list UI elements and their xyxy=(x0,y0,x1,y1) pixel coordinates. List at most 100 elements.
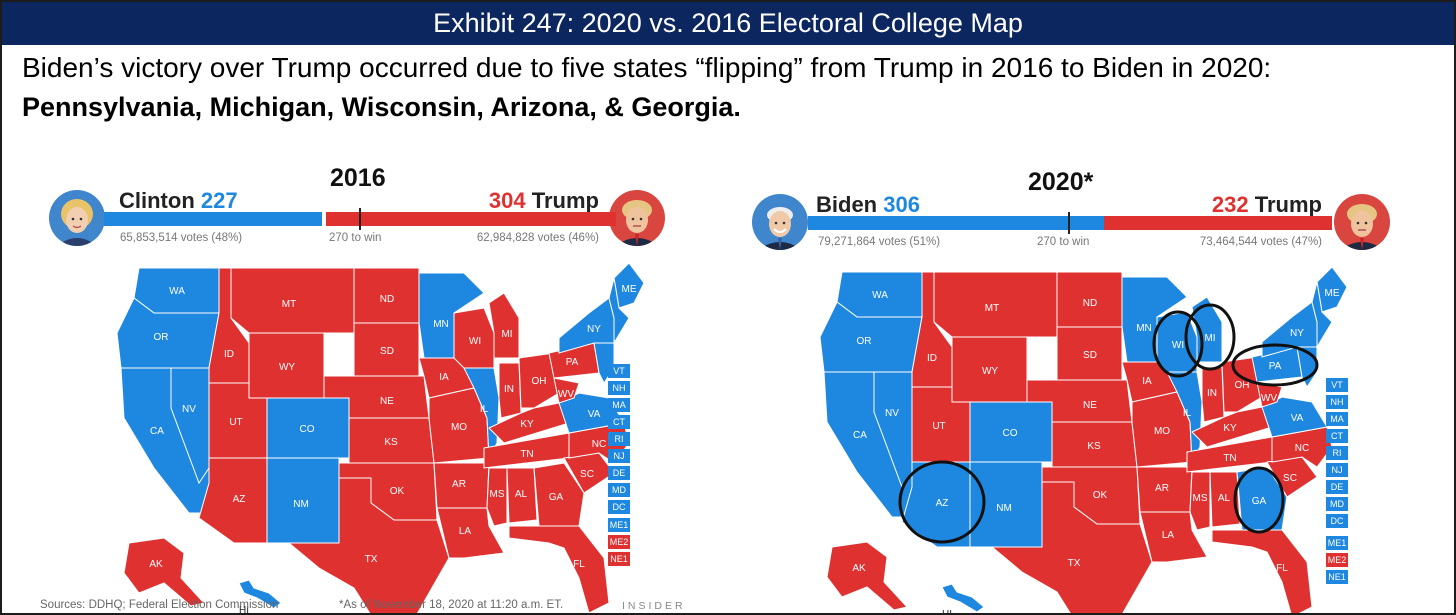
us-map-2020: WA OR CA NV ID MT WY UT AZ CO NM ND SD NE KS OK TX MN IA MO… xyxy=(812,262,1352,615)
state-label-hi: HI xyxy=(942,609,952,615)
state-label-wi: WI xyxy=(469,336,481,347)
state-map-svg: WA OR CA NV ID MT WY UT AZ CO NM ND SD NE KS OK TX MN IA MO… xyxy=(116,262,645,615)
small-state-box-de: DE xyxy=(608,466,630,480)
state-label-oh: OH xyxy=(532,376,547,387)
state-ak xyxy=(123,537,205,607)
state-mi xyxy=(488,292,520,359)
state-label-ak: AK xyxy=(852,563,866,574)
state-label-nv: NV xyxy=(182,404,196,415)
small-state-box-dc: DC xyxy=(1326,514,1348,528)
state-label-ny: NY xyxy=(587,324,601,335)
rep-ev-bar xyxy=(326,212,616,226)
state-fl xyxy=(1211,529,1313,613)
small-state-box-vt: VT xyxy=(1326,378,1348,392)
state-label-ga: GA xyxy=(1252,496,1267,507)
threshold-label: 270 to win xyxy=(1037,236,1090,248)
state-label-va: VA xyxy=(1291,413,1304,424)
state-label-ar: AR xyxy=(1155,483,1169,494)
state-al xyxy=(506,467,538,524)
sources-note: Sources: DDHQ; Federal Election Commissi… xyxy=(40,599,279,611)
state-label-me: ME xyxy=(622,284,637,295)
threshold-tick xyxy=(359,208,361,230)
state-label-in: IN xyxy=(504,384,514,395)
state-label-mt: MT xyxy=(985,303,999,314)
state-map-svg: WA OR CA NV ID MT WY UT AZ CO NM ND SD NE KS OK TX MN IA MO… xyxy=(819,266,1348,615)
state-label-or: OR xyxy=(857,336,872,347)
state-wv xyxy=(553,377,580,404)
state-label-wv: WV xyxy=(558,389,574,400)
rep-popular-votes: 73,464,544 votes (47%) xyxy=(1199,236,1322,248)
state-label-id: ID xyxy=(224,349,234,360)
state-label-ca: CA xyxy=(150,426,164,437)
district-box-me1: ME1 xyxy=(1326,536,1348,550)
state-label-nm: NM xyxy=(293,499,309,510)
state-hi xyxy=(238,579,282,609)
small-state-box-md: MD xyxy=(1326,497,1348,511)
state-label-ia: IA xyxy=(1142,376,1152,387)
rep-candidate-name: Trump xyxy=(531,188,599,213)
state-label-me: ME xyxy=(1325,288,1340,299)
districts-list: ME1 ME2 NE1 xyxy=(608,518,630,569)
clinton-portrait-icon xyxy=(49,190,105,246)
trump-portrait-icon xyxy=(1334,194,1390,250)
state-label-ok: OK xyxy=(1093,490,1108,501)
state-oh xyxy=(518,352,560,409)
district-box-ne1: NE1 xyxy=(1326,570,1348,584)
small-state-box-ri: RI xyxy=(1326,446,1348,460)
state-label-sd: SD xyxy=(1083,350,1097,361)
state-al xyxy=(1209,471,1241,528)
exhibit-title: Exhibit 247: 2020 vs. 2016 Electoral Col… xyxy=(2,2,1454,45)
small-state-box-ri: RI xyxy=(608,432,630,446)
district-box-me2: ME2 xyxy=(608,535,630,549)
state-label-tx: TX xyxy=(365,554,378,565)
state-ne-new xyxy=(1311,281,1333,349)
state-label-ar: AR xyxy=(452,479,466,490)
state-label-nc: NC xyxy=(1295,443,1309,454)
timestamp-note: *As of November 18, 2020 at 11:20 a.m. E… xyxy=(339,599,564,611)
map-panel-2020: 2020* Biden xyxy=(732,150,1422,615)
rep-electoral-votes: 304 xyxy=(488,188,526,213)
dem-candidate-label: Biden 306 xyxy=(816,192,920,218)
state-label-fl: FL xyxy=(1276,563,1288,574)
small-state-box-nj: NJ xyxy=(608,449,630,463)
state-label-ky: KY xyxy=(1223,423,1237,434)
state-label-wv: WV xyxy=(1261,393,1277,404)
state-label-il: IL xyxy=(480,404,489,415)
dem-candidate-label: Clinton 227 xyxy=(119,188,238,214)
state-label-la: LA xyxy=(1162,530,1175,541)
state-va xyxy=(1261,396,1328,438)
state-label-tx: TX xyxy=(1068,558,1081,569)
state-label-wa: WA xyxy=(169,286,185,297)
small-state-box-de: DE xyxy=(1326,480,1348,494)
flip-circle-pa xyxy=(1231,343,1319,387)
state-label-sc: SC xyxy=(580,469,594,480)
state-label-ms: MS xyxy=(1193,493,1208,504)
state-label-mt: MT xyxy=(282,299,296,310)
state-label-ut: UT xyxy=(932,421,945,432)
dem-electoral-votes: 306 xyxy=(883,192,920,217)
state-label-hi: HI xyxy=(239,605,249,615)
state-label-pa: PA xyxy=(566,357,579,368)
threshold-tick xyxy=(1068,212,1070,234)
dem-popular-votes: 65,853,514 votes (48%) xyxy=(120,232,243,244)
trump-portrait-icon xyxy=(609,190,665,246)
state-label-in: IN xyxy=(1207,388,1217,399)
state-label-nd: ND xyxy=(380,294,394,305)
small-state-box-ma: MA xyxy=(1326,412,1348,426)
state-label-ia: IA xyxy=(439,372,449,383)
exhibit-subtitle: Biden’s victory over Trump occurred due … xyxy=(22,52,1272,83)
dem-candidate-name: Clinton xyxy=(119,188,195,213)
state-label-va: VA xyxy=(588,409,601,420)
state-label-or: OR xyxy=(154,332,169,343)
state-label-ky: KY xyxy=(520,419,534,430)
state-tx xyxy=(990,481,1153,613)
state-ak xyxy=(826,541,908,611)
threshold-label: 270 to win xyxy=(329,232,382,244)
state-label-wa: WA xyxy=(872,290,888,301)
dem-candidate-name: Biden xyxy=(816,192,878,217)
district-box-me1: ME1 xyxy=(608,518,630,532)
state-label-la: LA xyxy=(459,526,472,537)
small-state-box-nj: NJ xyxy=(1326,463,1348,477)
panel-year: 2020* xyxy=(1028,168,1094,196)
rep-candidate-name: Trump xyxy=(1254,192,1322,217)
